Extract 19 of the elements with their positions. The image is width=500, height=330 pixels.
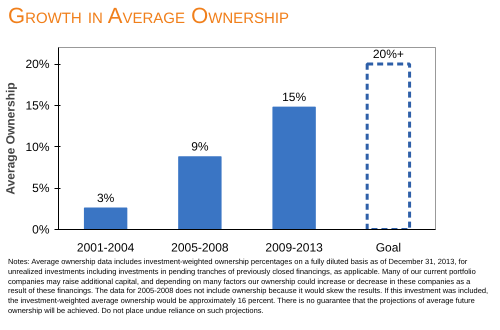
data-label: 15% [282,90,306,104]
x-tick-label: Goal [376,240,402,254]
y-tick-label: 5% [32,181,50,196]
y-tick-label: 15% [25,98,50,112]
data-label: 20%+ [372,47,404,62]
x-tick-label: 2009-2013 [265,240,324,254]
y-axis-title: Average Ownership [3,82,18,195]
y-tick-label: 0% [32,222,50,236]
data-label: 3% [96,190,115,205]
y-tick-label: 20% [25,57,50,72]
x-tick-label: 2001-2004 [76,240,135,254]
bar [272,106,316,230]
bar [366,62,412,230]
y-tick-label: 10% [25,140,50,154]
data-label: 9% [191,140,209,154]
chart-title: Growth in Average Ownership [8,2,290,30]
x-tick-label: 2005-2008 [171,240,229,254]
bar [178,156,222,230]
bar [84,207,128,230]
